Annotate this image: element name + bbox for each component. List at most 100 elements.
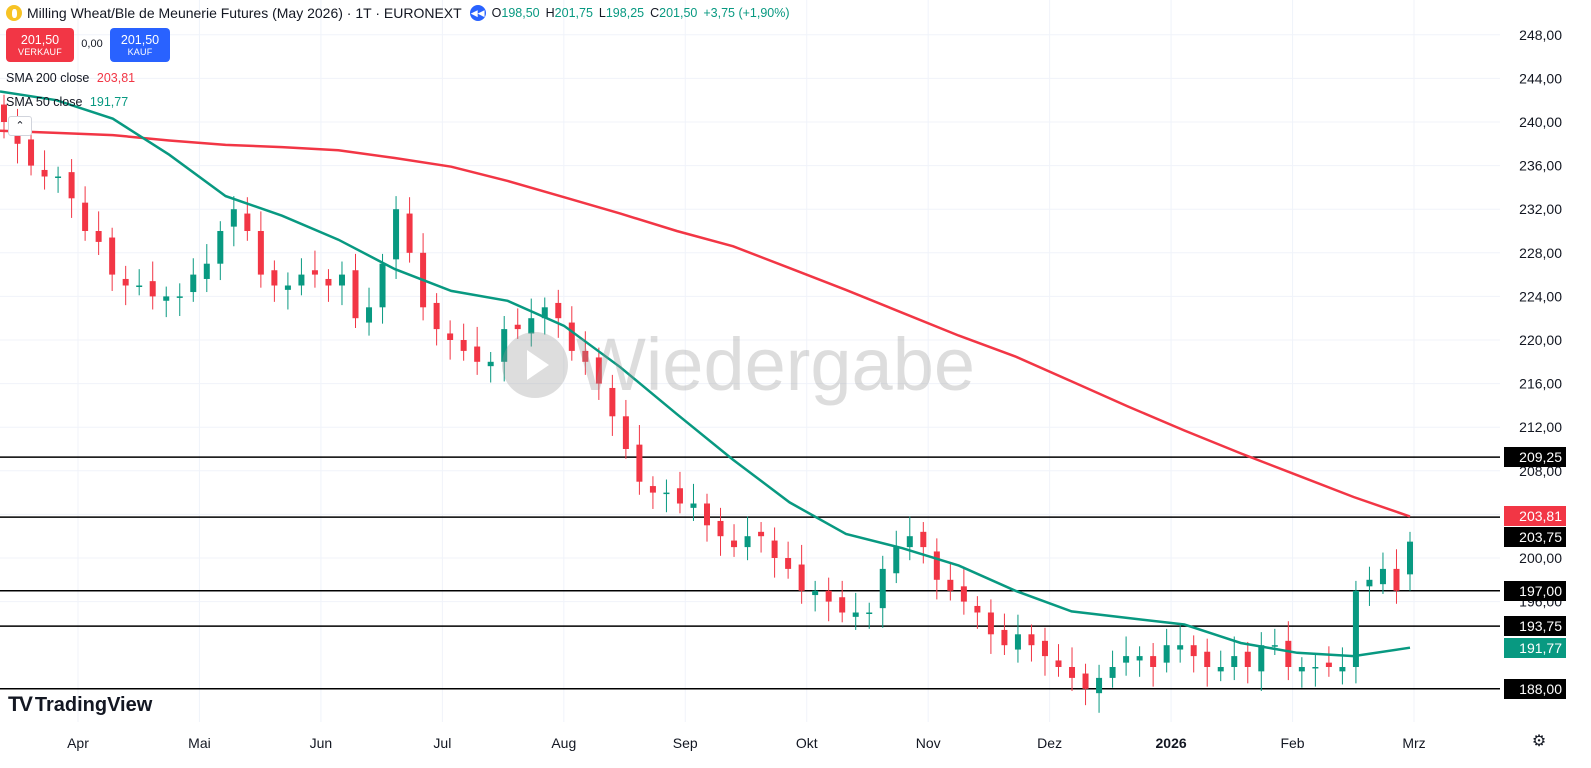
candle-body <box>920 531 927 548</box>
candle-body <box>785 558 792 569</box>
candle-body <box>974 605 981 613</box>
replay-icon[interactable]: ◀◀ <box>469 5 486 21</box>
y-tick-label: 212,00 <box>1519 419 1562 435</box>
buy-button[interactable]: 201,50 KAUF <box>110 28 170 62</box>
candle-body <box>109 237 116 275</box>
candle-body <box>474 346 481 362</box>
time-axis[interactable]: Apr Mai Jun Jul Aug Sep Okt Nov Dez 2026 Feb Mrz <box>67 735 1426 751</box>
candle-body <box>595 357 602 384</box>
candle-body <box>203 263 210 279</box>
candlestick-series <box>1 94 1413 713</box>
candle-body <box>541 307 548 319</box>
y-tick-label: 220,00 <box>1519 332 1562 348</box>
indicator-name: SMA 200 close <box>6 71 90 85</box>
candle-body <box>1366 579 1373 587</box>
candle-body <box>1407 541 1413 575</box>
symbol-title[interactable]: Milling Wheat/Ble de Meunerie Futures (M… <box>27 5 462 21</box>
candle-body <box>609 387 616 417</box>
watermark-text: Wiedergabe <box>576 323 976 406</box>
indicator-sma50[interactable]: SMA 50 close 191,77 <box>6 95 128 109</box>
candle-body <box>866 612 873 614</box>
candle-body <box>433 302 440 330</box>
candle-body <box>1352 590 1359 667</box>
candle-body <box>987 612 994 635</box>
y-tick-label: 240,00 <box>1519 114 1562 130</box>
buy-label: KAUF <box>127 46 153 57</box>
candle-body <box>717 520 724 537</box>
x-tick-label: Aug <box>551 735 576 751</box>
candle-body <box>379 263 386 308</box>
indicator-sma200[interactable]: SMA 200 close 203,81 <box>6 71 135 85</box>
x-tick-label: Mrz <box>1402 735 1425 751</box>
candle-body <box>298 274 305 286</box>
x-tick-label: Jul <box>433 735 451 751</box>
collapse-legend-button[interactable]: ⌃ <box>8 116 32 136</box>
candle-body <box>1393 568 1400 591</box>
price-label: 193,75 <box>1504 616 1566 637</box>
sell-button[interactable]: 201,50 VERKAUF <box>6 28 74 62</box>
candle-body <box>1001 629 1008 646</box>
candle-body <box>1285 640 1292 667</box>
candle-body <box>1041 640 1048 657</box>
candle-body <box>230 209 237 227</box>
y-tick-label: 248,00 <box>1519 27 1562 43</box>
candle-body <box>893 547 900 574</box>
candle-body <box>839 597 846 613</box>
candle-body <box>1325 662 1332 667</box>
candle-body <box>690 503 697 508</box>
candle-body <box>176 296 183 298</box>
candle-body <box>622 416 629 449</box>
candle-body <box>528 318 535 334</box>
candle-body <box>406 213 413 253</box>
candle-body <box>1244 651 1251 667</box>
x-tick-label: Dez <box>1037 735 1062 751</box>
sell-price: 201,50 <box>20 32 60 47</box>
replay-watermark: Wiedergabe <box>502 322 975 407</box>
chart-header: Milling Wheat/Ble de Meunerie Futures (M… <box>6 4 796 22</box>
tradingview-logo: TV TradingView <box>8 693 152 717</box>
symbol-icon[interactable] <box>6 5 22 21</box>
candle-body <box>933 551 940 580</box>
candle-body <box>568 322 575 351</box>
candle-body <box>947 579 954 591</box>
candle-body <box>1109 667 1116 678</box>
y-tick-label: 232,00 <box>1519 201 1562 217</box>
candle-body <box>501 329 508 362</box>
ohlc-close: C201,50 <box>650 6 698 20</box>
candle-body <box>1204 651 1211 667</box>
candle-body <box>1271 645 1278 647</box>
candle-body <box>1 104 7 122</box>
candle-body <box>825 590 832 602</box>
candle-body <box>68 172 75 199</box>
y-tick-label: 224,00 <box>1519 288 1562 304</box>
candle-body <box>758 531 765 537</box>
y-tick-label: 236,00 <box>1519 158 1562 174</box>
candle-body <box>82 202 89 231</box>
ohlc-low: L198,25 <box>598 6 645 20</box>
price-label: 188,00 <box>1504 678 1566 699</box>
candle-body <box>217 231 224 264</box>
gear-icon[interactable]: ⚙ <box>1531 733 1547 750</box>
candle-body <box>352 270 359 319</box>
candle-body <box>1312 667 1319 669</box>
candle-body <box>55 176 62 178</box>
candle-body <box>1231 656 1238 667</box>
candle-body <box>555 302 562 319</box>
candle-body <box>1014 634 1021 650</box>
candle-body <box>798 564 805 591</box>
candle-body <box>41 169 48 177</box>
candle-body <box>852 612 859 617</box>
x-tick-label: Mai <box>188 735 211 751</box>
price-axis[interactable]: 248,00 244,00 240,00 236,00 232,00 228,00 224,… <box>1519 27 1562 610</box>
candle-body <box>447 333 454 340</box>
candle-body <box>1163 645 1170 663</box>
candle-body <box>771 540 778 558</box>
y-tick-label: 216,00 <box>1519 376 1562 392</box>
candle-body <box>1055 660 1062 667</box>
play-icon <box>502 331 568 398</box>
x-tick-label: 2026 <box>1156 735 1187 751</box>
candle-body <box>1217 667 1224 672</box>
candle-body <box>325 278 332 286</box>
grid-lines <box>0 0 1500 722</box>
